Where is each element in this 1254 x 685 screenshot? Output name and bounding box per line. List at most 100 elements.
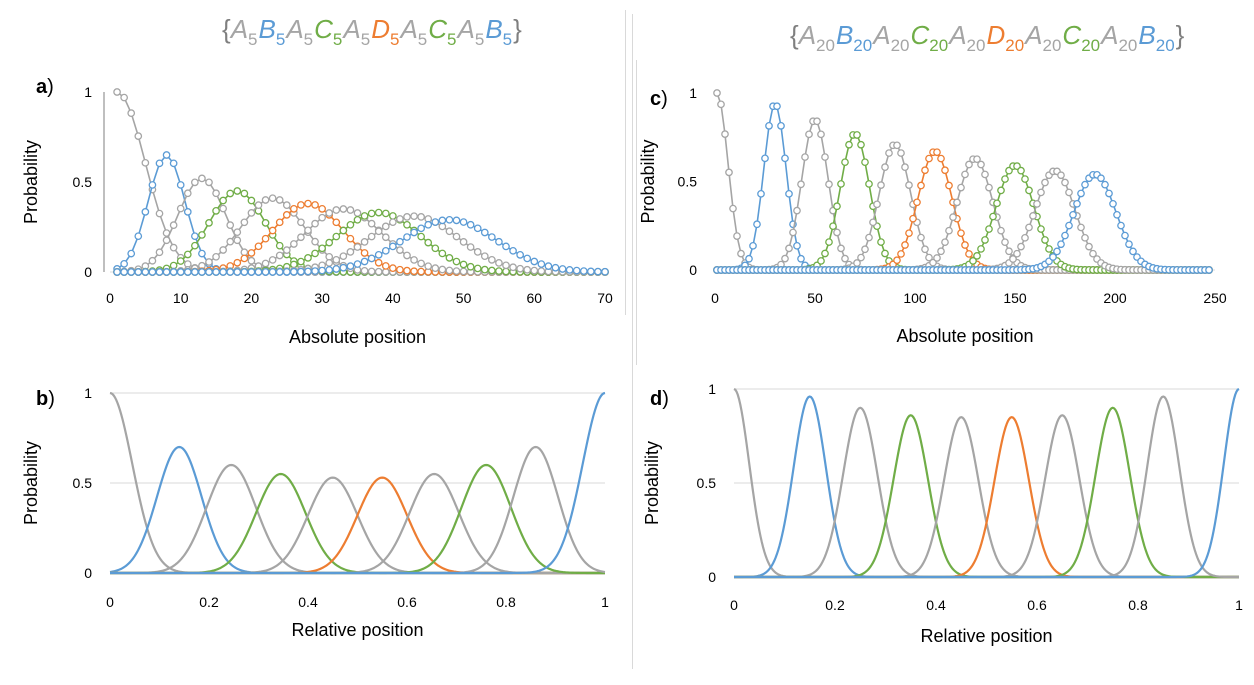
series-9-point-54 — [495, 237, 503, 246]
panel-divider-vertical — [632, 14, 633, 669]
series-8-point-40 — [396, 215, 404, 223]
series-7-point-48 — [452, 257, 461, 266]
series-9-point-3 — [134, 268, 143, 276]
series-9-point-88 — [1065, 221, 1073, 230]
chart-panel-b: 0 0.5 1 0 0.2 0.4 0.6 0.8 1 b) Probability Relative… — [21, 385, 609, 640]
series-1-point-4 — [141, 208, 150, 216]
series-6-point-21 — [261, 259, 270, 268]
sequence-block-length-8: 20 — [1118, 36, 1138, 55]
series-6-point-58 — [945, 226, 953, 235]
series-8-point-37 — [374, 227, 383, 236]
y-tick-label-0: 0 — [84, 264, 92, 280]
panel-label: b) — [36, 388, 55, 410]
series-2-point-14 — [212, 189, 220, 198]
x-tick-label-5: 1 — [1235, 597, 1243, 613]
series-4-point-35 — [360, 267, 369, 275]
series-9-point-12 — [198, 268, 206, 276]
series-7-point-64 — [969, 257, 977, 265]
series-6-point-41 — [403, 251, 411, 260]
series-0-point-5 — [733, 232, 741, 240]
series-7-point-45 — [431, 244, 440, 253]
x-tick-label-0: 0 — [730, 597, 738, 613]
series-9-point-26 — [297, 267, 305, 276]
sequence-block-3: C — [314, 14, 333, 44]
x-tick-label-0: 0 — [106, 290, 114, 306]
series-9-point-7 — [162, 268, 171, 276]
series-9-point-56 — [509, 246, 517, 255]
series-9-point-6 — [155, 268, 164, 276]
series-9-point-102 — [1121, 231, 1129, 240]
sequence-close-brace: } — [513, 14, 522, 44]
series-2 — [110, 463, 605, 575]
sequence-block-9: B — [485, 14, 503, 44]
series-1-point-8 — [169, 159, 178, 168]
series-8-point-54 — [495, 259, 503, 267]
series-8-point-59 — [530, 266, 539, 275]
x-tick-label-7: 70 — [597, 290, 613, 306]
series-line-4 — [734, 416, 1239, 579]
series-2-point-19 — [247, 256, 256, 265]
series-1-point-11 — [191, 232, 199, 241]
sequence-open-brace: { — [222, 14, 231, 44]
series-7-point-77 — [1021, 175, 1029, 183]
series-6-point-38 — [381, 233, 390, 242]
series-8-point-91 — [1077, 223, 1085, 232]
series-9-point-19 — [247, 268, 256, 276]
series-9-point-18 — [240, 268, 249, 276]
series-2-point-27 — [821, 153, 829, 161]
series-2-point-30 — [833, 228, 841, 237]
sequence-block-length-7: 20 — [1081, 36, 1101, 55]
sequence-block-7: C — [428, 14, 448, 44]
series-4-point-36 — [367, 267, 376, 276]
series-2-point-19 — [789, 228, 797, 237]
series-8-point-60 — [537, 267, 546, 275]
series-9-point-51 — [473, 224, 482, 233]
series-line-2 — [110, 463, 605, 575]
series-0-point-3 — [134, 132, 143, 140]
series-7-point-39 — [389, 212, 397, 220]
series-4-point-24 — [282, 201, 291, 209]
series-6-point-28 — [311, 219, 319, 228]
chart-panel-d: 0 0.5 1 0 0.2 0.4 0.6 0.8 1 d) Probability Relative… — [642, 381, 1243, 646]
series-8-point-74 — [1009, 255, 1017, 263]
series-9-point-63 — [558, 265, 567, 273]
series-6-point-33 — [346, 206, 355, 214]
series-9-point-100 — [1113, 210, 1121, 219]
series-6-point-32 — [339, 205, 348, 213]
chart-panel-a: 00.510 10 20 30 40 50 60 70a)ProbabilityAbsolut… — [21, 76, 613, 347]
series-8-point-43 — [417, 213, 425, 221]
series-9-point-14 — [212, 268, 220, 276]
series-1-point-6 — [155, 159, 164, 168]
series-9-point-35 — [360, 257, 369, 266]
series-5-point-22 — [268, 226, 277, 235]
series-4-point-48 — [905, 181, 913, 189]
series-9-point-49 — [459, 218, 468, 226]
series-0-point-4 — [729, 204, 737, 213]
series-1-point-5 — [148, 181, 157, 189]
series-line-3 — [110, 472, 605, 575]
series-3-point-37 — [861, 158, 869, 167]
series-9-point-0 — [113, 268, 121, 276]
series-9-point-62 — [551, 263, 560, 272]
series-7-point-38 — [381, 209, 390, 218]
panel-label: c) — [650, 88, 668, 110]
series-line-1 — [734, 395, 1239, 579]
series-0-point-4 — [141, 158, 150, 167]
series-2-point-32 — [841, 254, 849, 263]
series-3-point-35 — [853, 131, 861, 139]
series-5-point-58 — [945, 181, 953, 190]
series-3-point-30 — [833, 202, 841, 211]
series-4-point-45 — [893, 141, 901, 150]
series-6 — [734, 414, 1239, 579]
series-6-point-48 — [452, 267, 461, 275]
series-9-point-39 — [389, 242, 397, 251]
x-axis-title: Relative position — [291, 620, 423, 640]
series-8-point-92 — [1081, 233, 1089, 242]
series-9-point-25 — [290, 267, 298, 276]
series-5-point-55 — [933, 148, 941, 157]
series-5-point-31 — [332, 218, 341, 227]
series-9-point-52 — [480, 228, 489, 237]
series-6-point-72 — [1001, 238, 1009, 247]
series-6-point-26 — [297, 233, 305, 242]
series-7-point-49 — [459, 260, 468, 269]
